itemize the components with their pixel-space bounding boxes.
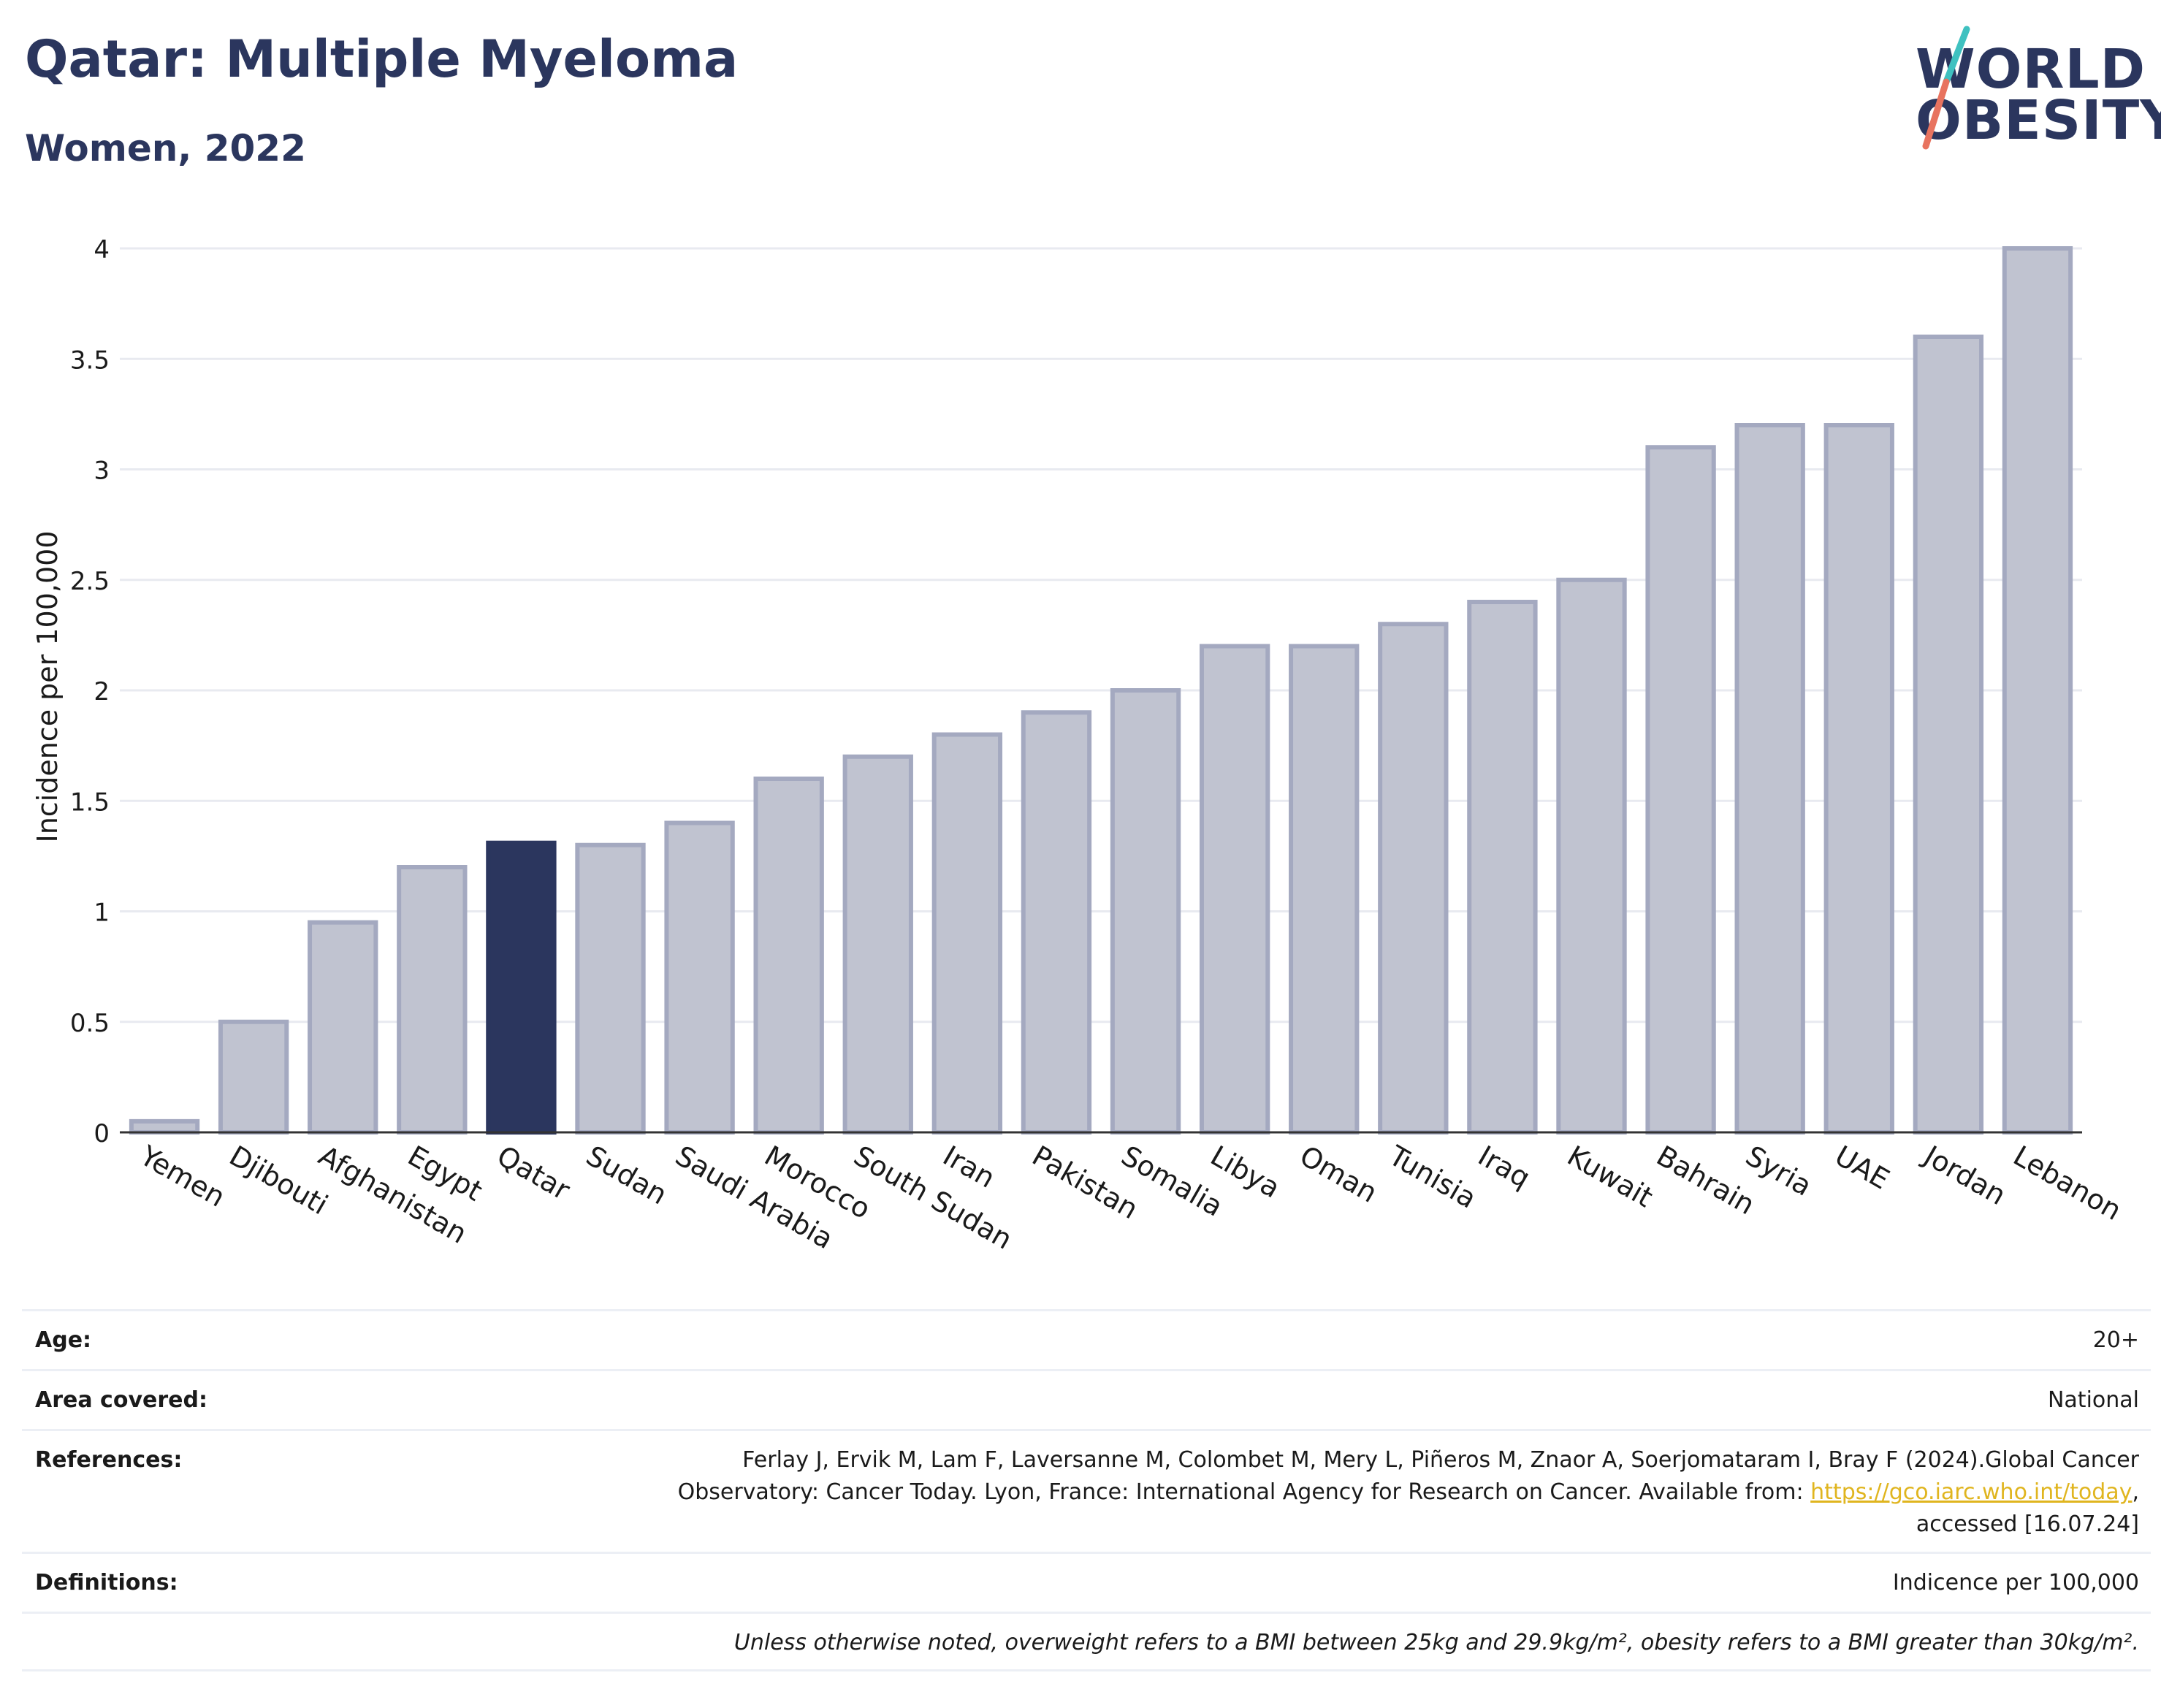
meta-row-note: Unless otherwise noted, overweight refer… xyxy=(22,1612,2151,1671)
bar xyxy=(575,842,646,1135)
references-link[interactable]: https://gco.iarc.who.int/today xyxy=(1810,1479,2133,1505)
y-axis-ticks: 0 0.5 1 1.5 2 2.5 3 3.5 4 xyxy=(70,235,110,1148)
bar xyxy=(1823,423,1894,1135)
bar xyxy=(1021,710,1092,1135)
definitions-label: Definitions: xyxy=(35,1570,178,1595)
references-text-4: accessed [16.07.24] xyxy=(1916,1511,2139,1537)
area-value: National xyxy=(2047,1387,2139,1413)
x-tick-label: Kuwait xyxy=(1562,1140,1658,1214)
y-tick-label: 0 xyxy=(94,1119,110,1148)
bar xyxy=(1913,335,1984,1135)
references-value: Ferlay J, Ervik M, Lam F, Laversanne M, … xyxy=(678,1444,2151,1541)
x-tick-label: Djibouti xyxy=(224,1140,334,1221)
meta-row-area: Area covered: National xyxy=(22,1369,2151,1429)
x-tick-label: UAE xyxy=(1829,1140,1894,1196)
x-tick-label: Oman xyxy=(1295,1140,1383,1209)
x-tick-label: Iraq xyxy=(1473,1140,1536,1194)
y-tick-label: 2 xyxy=(94,677,110,706)
area-label: Area covered: xyxy=(35,1387,207,1413)
y-axis-label: Incidence per 100,000 xyxy=(31,530,64,842)
bar xyxy=(1467,600,1538,1135)
world-obesity-logo: WORLD OBESITY xyxy=(1899,22,2161,153)
page-subtitle: Women, 2022 xyxy=(25,127,306,169)
x-tick-label: Lebanon xyxy=(2008,1140,2127,1227)
y-tick-label: 4 xyxy=(94,235,110,264)
x-tick-label: Iran xyxy=(937,1140,1000,1194)
y-tick-label: 1 xyxy=(94,899,110,928)
x-tick-label: Yemen xyxy=(134,1139,231,1213)
y-tick-label: 3 xyxy=(94,457,110,486)
references-text-2: Observatory: Cancer Today. Lyon, France:… xyxy=(677,1479,1811,1505)
bar xyxy=(397,865,468,1135)
bar-chart: 0 0.5 1 1.5 2 2.5 3 3.5 4 YemenDjiboutiAfghanist… xyxy=(31,235,2127,1256)
references-text-1: Ferlay J, Ervik M, Lam F, Laversanne M, … xyxy=(742,1447,2139,1473)
bar xyxy=(2002,246,2073,1135)
bar xyxy=(1556,577,1627,1135)
bar xyxy=(664,820,735,1135)
page-title: Qatar: Multiple Myeloma xyxy=(25,29,739,89)
bar xyxy=(308,920,378,1135)
bar xyxy=(129,1118,200,1135)
definitions-value: Indicence per 100,000 xyxy=(1892,1570,2139,1595)
meta-row-definitions: Definitions: Indicence per 100,000 xyxy=(22,1552,2151,1612)
x-tick-label: Tunisia xyxy=(1383,1139,1482,1215)
y-tick-label: 0.5 xyxy=(70,1009,110,1038)
bar xyxy=(1289,644,1360,1135)
bar xyxy=(1645,445,1716,1135)
y-tick-label: 3.5 xyxy=(70,346,110,375)
meta-row-age: Age: 20+ xyxy=(22,1309,2151,1369)
x-tick-label: Sudan xyxy=(581,1140,673,1211)
x-tick-label: Bahrain xyxy=(1651,1140,1760,1221)
bar xyxy=(842,754,913,1135)
x-tick-label: Jordan xyxy=(1918,1139,2011,1212)
x-tick-label: Qatar xyxy=(492,1140,576,1207)
bar xyxy=(931,732,1003,1135)
obesity-note: Unless otherwise noted, overweight refer… xyxy=(733,1630,2139,1655)
age-value: 20+ xyxy=(2092,1327,2139,1353)
references-text-3: , xyxy=(2132,1479,2139,1505)
y-tick-label: 1.5 xyxy=(70,788,110,817)
bar xyxy=(1110,688,1181,1135)
y-tick-label: 2.5 xyxy=(70,567,110,596)
bars xyxy=(129,246,2073,1135)
age-label: Age: xyxy=(35,1327,92,1353)
logo-line-2: OBESITY xyxy=(1916,89,2161,152)
meta-row-references: References: Ferlay J, Ervik M, Lam F, La… xyxy=(22,1429,2151,1552)
metadata-table: Age: 20+ Area covered: National Referenc… xyxy=(22,1309,2151,1671)
bar xyxy=(753,777,824,1135)
bar xyxy=(1199,644,1270,1135)
bar xyxy=(1378,622,1449,1135)
logo-slash-icon xyxy=(1922,26,1970,150)
references-label: References: xyxy=(35,1447,183,1473)
bar-highlight xyxy=(486,840,557,1135)
bar xyxy=(1734,423,1805,1135)
bar xyxy=(218,1019,289,1135)
